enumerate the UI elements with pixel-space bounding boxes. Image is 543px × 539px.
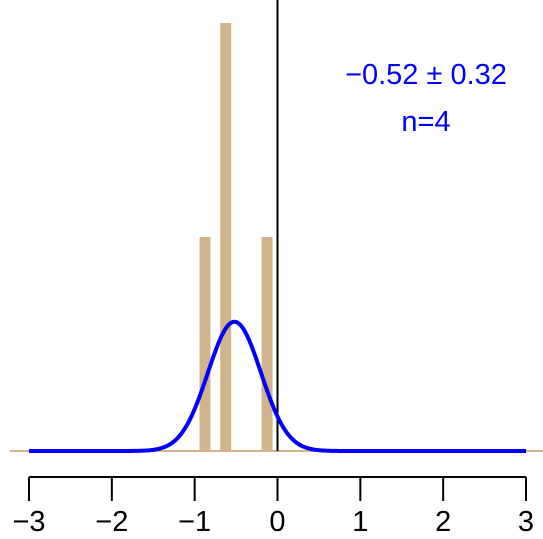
- stat-n: n=4: [401, 106, 450, 138]
- histogram-bars: [199, 23, 273, 451]
- x-axis: −3 −2 −1 0 1 2 3: [12, 476, 534, 538]
- x-tick-label: 0: [269, 506, 285, 538]
- x-tick-label: 2: [435, 506, 451, 538]
- x-tick-label: 1: [352, 506, 368, 538]
- histogram-bar: [261, 237, 273, 451]
- x-axis-ticks: −3 −2 −1 0 1 2 3: [12, 477, 534, 538]
- histogram-bar: [220, 23, 232, 451]
- histogram-bar: [199, 237, 211, 451]
- x-tick-label: −2: [95, 506, 128, 538]
- x-tick-label: −1: [178, 506, 211, 538]
- x-tick-label: −3: [12, 506, 45, 538]
- stat-mean-sd: −0.52 ± 0.32: [345, 59, 507, 91]
- x-tick-label: 3: [518, 506, 534, 538]
- normal-curve: [29, 319, 526, 453]
